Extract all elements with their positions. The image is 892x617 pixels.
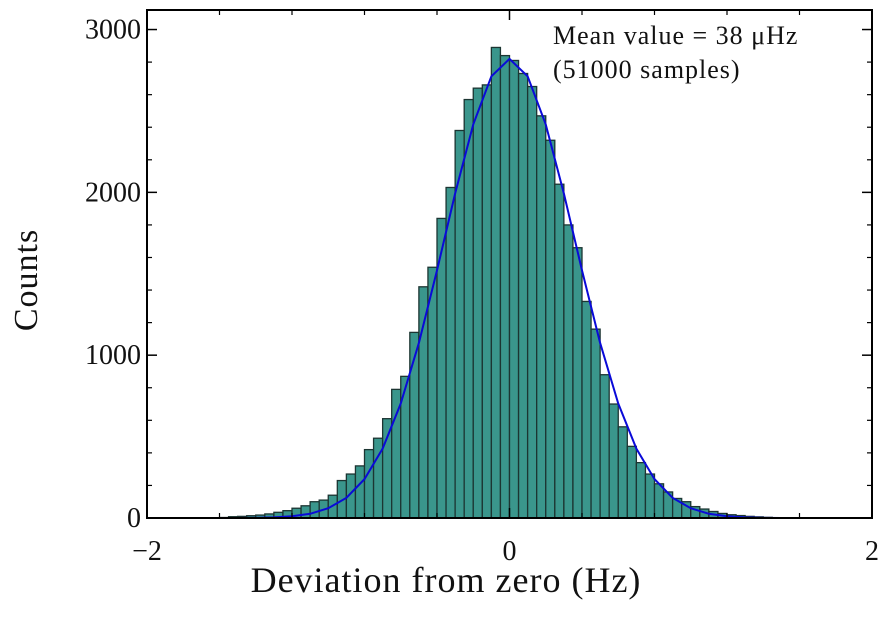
y-axis-label: Counts	[8, 229, 45, 331]
bar	[381, 418, 393, 519]
bar	[508, 59, 520, 519]
x-tick-label: 2	[865, 536, 879, 567]
bar	[463, 98, 474, 519]
bar	[554, 183, 565, 519]
bar	[608, 403, 619, 519]
bar	[590, 328, 601, 519]
bar	[445, 186, 456, 519]
x-tick-label: −2	[132, 536, 162, 567]
bar	[517, 72, 529, 519]
y-tick-label: 1000	[85, 340, 141, 371]
bar	[300, 505, 311, 519]
annotation: (51000 samples)	[553, 55, 741, 84]
y-tick-label: 3000	[85, 15, 141, 46]
bar	[563, 224, 574, 519]
bar	[472, 87, 483, 519]
bar	[581, 300, 592, 519]
bar	[526, 85, 538, 519]
bar	[536, 115, 547, 519]
bar	[490, 46, 502, 519]
y-tick-label: 0	[127, 503, 141, 534]
bar	[545, 139, 556, 519]
bar	[653, 483, 665, 519]
x-axis-label: Deviation from zero (Hz)	[251, 560, 642, 600]
bar	[626, 445, 638, 519]
bar	[644, 473, 656, 519]
x-tick-label: 0	[503, 536, 517, 567]
bar	[499, 54, 511, 519]
y-tick-label: 2000	[85, 177, 141, 208]
bar	[481, 84, 493, 519]
bar	[309, 501, 320, 519]
bar	[635, 461, 647, 519]
bar	[354, 465, 366, 519]
bar	[572, 247, 583, 519]
bar	[617, 426, 628, 519]
bar	[363, 448, 375, 519]
annotation: Mean value = 38 μHz	[553, 21, 798, 50]
bar	[599, 374, 610, 519]
